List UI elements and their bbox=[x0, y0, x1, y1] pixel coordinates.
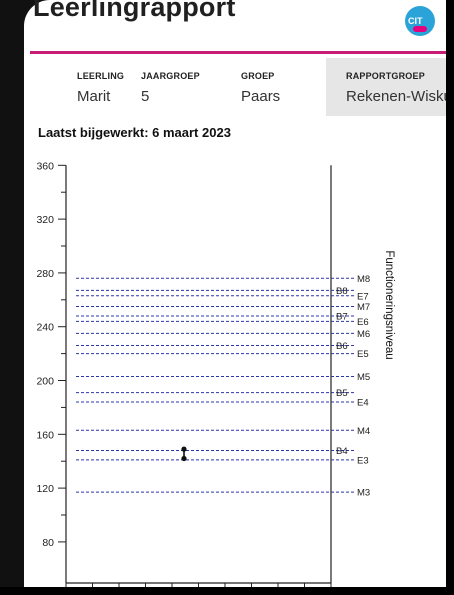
y-tick-label: 240 bbox=[36, 322, 54, 334]
reference-label-b6: B6 bbox=[336, 341, 348, 352]
reference-label-b4: B4 bbox=[336, 446, 348, 457]
reference-label-e5: E5 bbox=[357, 349, 369, 360]
reference-label-e7: E7 bbox=[357, 291, 369, 302]
student-info-bar: LEERLING Marit JAARGROEP 5 GROEP Paars R… bbox=[55, 58, 446, 116]
measurement-low-point bbox=[181, 455, 187, 462]
reference-label-e4: E4 bbox=[357, 398, 369, 409]
info-label: LEERLING bbox=[77, 71, 125, 81]
info-cell-rapportgroep: RAPPORTGROEP Rekenen-Wiskunde bbox=[326, 58, 446, 116]
reference-label-m5: M5 bbox=[357, 372, 370, 383]
measurement-high-point bbox=[181, 446, 187, 452]
cito-logo: CIT bbox=[405, 6, 435, 36]
y-tick-label: 120 bbox=[36, 483, 54, 495]
reference-label-b7: B7 bbox=[336, 311, 348, 322]
reference-label-m6: M6 bbox=[357, 329, 370, 340]
info-label: GROEP bbox=[241, 71, 275, 81]
y-tick-label: 200 bbox=[36, 376, 54, 388]
y-axis-right-label: Functioneringsniveau bbox=[383, 250, 395, 359]
info-cell-leerling: LEERLING Marit bbox=[55, 58, 133, 116]
reference-label-e3: E3 bbox=[357, 455, 369, 466]
info-value: Marit bbox=[77, 88, 111, 105]
reference-label-m3: M3 bbox=[357, 488, 370, 499]
y-tick-label: 280 bbox=[36, 268, 54, 280]
info-value: 5 bbox=[141, 88, 150, 105]
y-tick-label: 80 bbox=[42, 537, 54, 549]
reference-label-m8: M8 bbox=[357, 274, 370, 285]
info-value: Rekenen-Wiskunde bbox=[346, 88, 446, 105]
info-cell-jaargroep: JAARGROEP 5 bbox=[133, 58, 233, 116]
info-label: JAARGROEP bbox=[141, 71, 200, 81]
y-tick-label: 160 bbox=[36, 429, 54, 441]
last-updated-text: Laatst bijgewerkt: 6 maart 2023 bbox=[38, 125, 231, 140]
reference-label-m4: M4 bbox=[357, 426, 370, 437]
reference-label-e6: E6 bbox=[357, 317, 369, 328]
info-label: RAPPORTGROEP bbox=[346, 71, 425, 81]
info-value: Paars bbox=[241, 88, 281, 105]
logo-mark-icon bbox=[413, 26, 427, 32]
reference-label-b5: B5 bbox=[336, 388, 348, 399]
reference-label-b8: B8 bbox=[336, 286, 348, 297]
header-divider bbox=[30, 51, 446, 54]
page-title: Leerlingrapport bbox=[33, 0, 236, 22]
y-tick-label: 320 bbox=[36, 214, 54, 226]
device-frame-edge-bottom bbox=[0, 587, 454, 595]
info-cell-groep: GROEP Paars bbox=[233, 58, 326, 116]
logo-text: CIT bbox=[408, 16, 423, 26]
y-tick-label: 360 bbox=[36, 160, 54, 172]
device-frame-edge bbox=[446, 0, 454, 595]
reference-label-m7: M7 bbox=[357, 302, 370, 313]
